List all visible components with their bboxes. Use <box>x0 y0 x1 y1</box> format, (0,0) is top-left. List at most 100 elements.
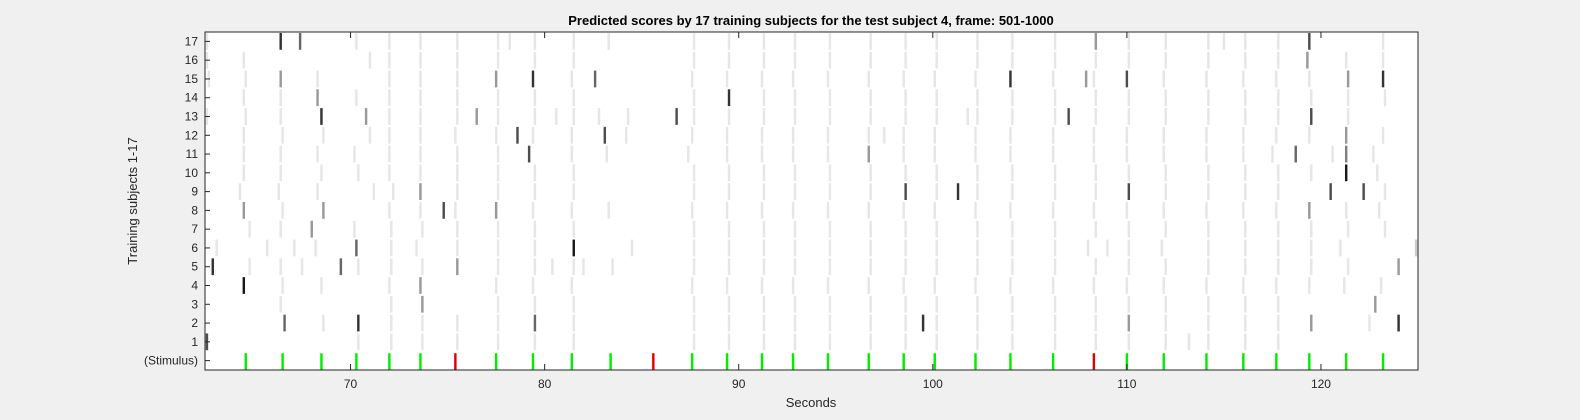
subject-12-mark <box>690 126 694 144</box>
subject-11-mark <box>456 145 459 163</box>
subject-7-mark <box>762 220 766 238</box>
subject-3-mark <box>1277 295 1280 313</box>
subject-9-mark <box>727 183 731 200</box>
subject-15-mark <box>826 70 830 88</box>
subject-9-mark <box>692 183 696 200</box>
subject-15-mark <box>1346 70 1350 88</box>
subject-5-mark <box>1011 258 1014 276</box>
stimulus-green-mark <box>1275 353 1278 370</box>
subject-10-mark <box>388 164 391 182</box>
y-tick-label: 17 <box>185 34 199 48</box>
subject-2-mark <box>921 314 925 332</box>
subject-9-mark <box>419 183 422 200</box>
subject-12-mark <box>494 126 498 144</box>
subject-12-mark <box>791 126 795 144</box>
subject-17-mark <box>607 33 610 50</box>
subject-14-mark <box>793 89 797 107</box>
subject-2-mark <box>322 314 325 332</box>
subject-12-mark <box>1125 126 1129 144</box>
subject-7-mark <box>1244 220 1247 238</box>
subject-9-mark <box>392 183 395 200</box>
subject-8-mark <box>1162 202 1165 219</box>
subject-13-mark <box>1127 108 1131 125</box>
subject-11-mark <box>867 145 870 163</box>
subject-12-mark <box>1162 126 1165 144</box>
subject-15-mark <box>531 70 535 88</box>
subject-9-mark <box>904 183 907 200</box>
subject-8-mark <box>933 202 936 219</box>
subject-13-mark <box>762 108 766 125</box>
subject-6-mark <box>1339 239 1342 257</box>
subject-8-mark <box>902 202 905 219</box>
subject-11-mark <box>496 145 500 163</box>
subject-14-mark <box>1127 89 1131 107</box>
subject-10-mark <box>692 164 696 182</box>
subject-10-mark <box>320 164 323 182</box>
subject-17-mark <box>828 33 832 50</box>
stimulus-green-mark <box>570 353 574 370</box>
stimulus-green-mark <box>1009 353 1012 370</box>
subject-6-mark <box>762 239 766 257</box>
subject-7-mark <box>310 220 313 238</box>
subject-14-mark <box>572 89 575 107</box>
chart-title: Predicted scores by 17 training subjects… <box>568 13 1054 28</box>
subject-15-mark <box>933 70 936 88</box>
subject-9-mark <box>456 183 459 200</box>
subject-1-mark <box>1011 333 1014 351</box>
subject-5-mark <box>1164 258 1167 276</box>
subject-15-mark <box>791 70 795 88</box>
subject-4-mark <box>1051 277 1055 294</box>
x-tick-label: 80 <box>538 377 552 391</box>
subject-5-mark <box>1127 258 1131 276</box>
subject-13-mark <box>572 108 575 125</box>
subject-2-mark <box>1310 314 1313 332</box>
subject-2-mark <box>1207 314 1210 332</box>
subject-8-mark <box>570 202 574 219</box>
y-tick-label: 2 <box>191 316 198 330</box>
subject-14-mark <box>355 89 358 107</box>
subject-2-mark <box>793 314 797 332</box>
subject-14-mark <box>1053 89 1057 107</box>
subject-5-mark <box>1277 258 1280 276</box>
stimulus-green-mark <box>974 353 977 370</box>
subject-15-mark <box>1009 70 1012 88</box>
subject-14-mark <box>388 89 391 107</box>
subject-5-mark <box>572 258 575 276</box>
subject-4-mark <box>1379 277 1383 294</box>
subject-11-mark <box>1162 145 1165 163</box>
subject-9-mark <box>316 183 319 200</box>
subject-13-mark <box>1067 108 1070 125</box>
subject-7-mark <box>572 220 575 238</box>
subject-10-mark <box>1376 164 1379 182</box>
subject-5-mark <box>935 258 938 276</box>
subject-11-mark <box>1294 145 1297 163</box>
subject-6-mark <box>1207 239 1210 257</box>
subject-16-mark <box>1381 51 1385 69</box>
subject-17-mark <box>1244 33 1247 50</box>
subject-9-mark <box>793 183 797 200</box>
x-tick-label: 90 <box>732 377 746 391</box>
subject-17-mark <box>388 33 391 50</box>
subject-16-mark <box>727 51 731 69</box>
subject-16-mark <box>976 51 979 69</box>
subject-17-mark <box>419 33 422 50</box>
subject-6-mark <box>1310 239 1313 257</box>
stimulus-green-mark <box>690 353 694 370</box>
subject-5-mark <box>279 258 282 276</box>
subject-17-mark <box>1164 33 1167 50</box>
subject-5-mark <box>1207 258 1210 276</box>
subject-3-mark <box>1244 295 1247 313</box>
subject-11-mark <box>279 145 282 163</box>
stimulus-green-mark <box>609 353 612 370</box>
subject-16-mark <box>533 51 537 69</box>
subject-10-mark <box>935 164 938 182</box>
stimulus-green-mark <box>1242 353 1245 370</box>
subject-5-mark <box>611 258 614 276</box>
subject-4-mark <box>725 277 729 294</box>
stimulus-red-mark <box>652 353 655 370</box>
subject-8-mark <box>322 202 325 219</box>
subject-5-mark <box>496 258 500 276</box>
subject-11-mark <box>1051 145 1055 163</box>
subject-7-mark <box>1310 220 1313 238</box>
